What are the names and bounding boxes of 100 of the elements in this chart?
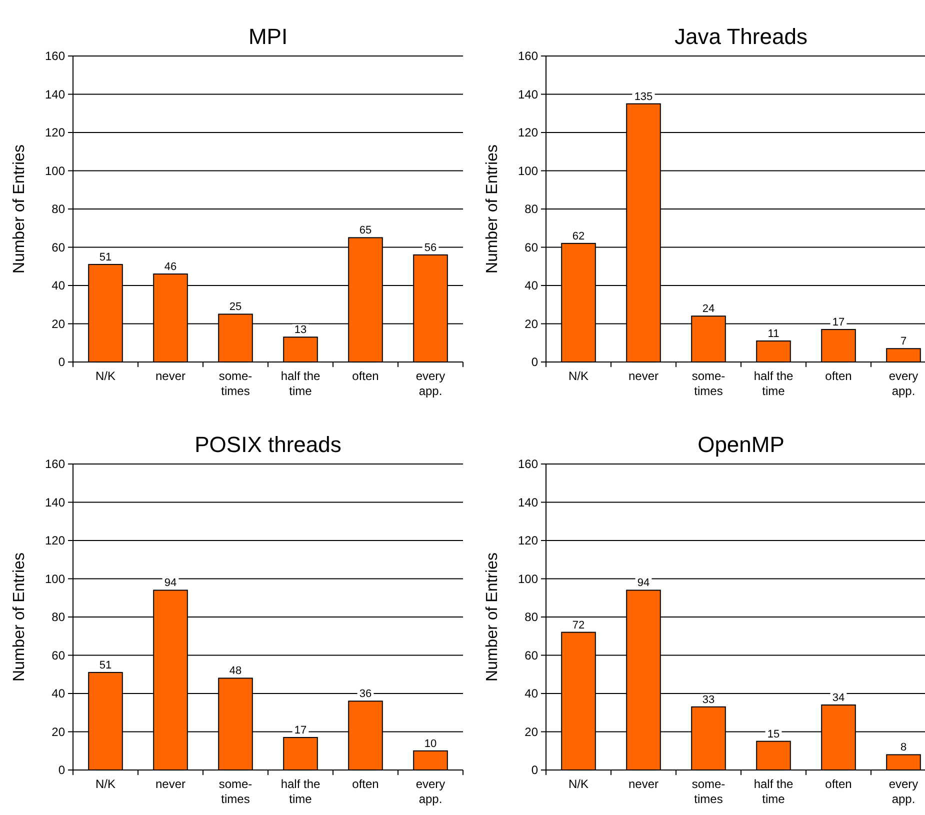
data-label: 13 (294, 324, 307, 336)
y-tick-label: 0 (531, 763, 538, 778)
x-tick-label: N/K (568, 369, 589, 383)
y-tick-label: 60 (52, 648, 66, 662)
bar (283, 336, 318, 362)
x-tick-label: every app. (888, 777, 918, 806)
y-tick-label: 160 (518, 457, 538, 472)
bar (283, 736, 318, 770)
x-tick-label: some- times (218, 777, 252, 806)
x-tick-label: half the time (280, 777, 320, 806)
y-tick-label: 100 (518, 164, 538, 178)
data-label: 51 (99, 251, 112, 264)
y-tick-label: 140 (44, 87, 66, 102)
chart-title: MPI (248, 24, 288, 49)
bar (886, 754, 921, 770)
data-label: 48 (229, 665, 242, 678)
y-tick-label: 20 (52, 724, 66, 739)
y-axis-title: Number of Entries (484, 144, 501, 274)
data-label: 36 (359, 688, 372, 700)
chart-title: POSIX threads (194, 432, 342, 457)
data-label: 33 (702, 694, 715, 706)
bar (886, 348, 921, 362)
x-tick-label: never (628, 777, 659, 791)
x-tick-label: every app. (888, 369, 918, 398)
y-tick-label: 160 (44, 49, 66, 64)
y-tick-label: 80 (524, 202, 538, 216)
y-tick-label: 120 (518, 126, 538, 140)
y-tick-label: 60 (524, 648, 538, 662)
data-label: 8 (900, 742, 907, 754)
y-tick-label: 140 (44, 495, 66, 510)
x-tick-label: half the time (754, 369, 794, 398)
y-tick-label: 160 (518, 49, 538, 64)
y-tick-label: 120 (44, 126, 66, 140)
y-tick-label: 40 (524, 278, 538, 293)
data-label: 135 (634, 90, 653, 103)
y-tick-label: 0 (531, 355, 538, 370)
y-tick-label: 80 (524, 610, 538, 624)
y-tick-label: 0 (58, 763, 66, 778)
data-label: 72 (572, 619, 585, 632)
y-tick-label: 40 (524, 686, 538, 701)
x-tick-label: never (628, 369, 659, 383)
y-tick-label: 40 (52, 278, 66, 293)
y-axis-title: Number of Entries (484, 552, 501, 682)
data-label: 34 (832, 692, 845, 704)
x-tick-label: N/K (95, 369, 116, 383)
data-label: 15 (767, 728, 780, 740)
y-axis-title: Number of Entries (11, 144, 28, 274)
x-tick-label: never (155, 777, 186, 791)
y-tick-label: 160 (44, 457, 66, 472)
y-tick-label: 140 (518, 495, 538, 510)
data-label: 62 (572, 230, 585, 242)
y-tick-label: 80 (52, 202, 66, 216)
data-label: 46 (164, 261, 177, 274)
data-label: 17 (832, 316, 845, 328)
data-label: 51 (99, 659, 112, 672)
y-tick-label: 0 (58, 355, 66, 370)
data-label: 24 (702, 303, 715, 316)
y-axis-title: Number of Entries (11, 552, 28, 682)
data-label: 56 (424, 242, 437, 254)
y-tick-label: 100 (518, 572, 538, 586)
x-tick-label: half the time (754, 777, 794, 806)
bar (821, 328, 856, 362)
y-tick-label: 40 (52, 686, 66, 701)
y-tick-label: 100 (44, 572, 66, 586)
x-tick-label: some- times (692, 369, 726, 398)
y-tick-label: 120 (518, 534, 538, 548)
data-label: 10 (424, 738, 437, 750)
data-label: 94 (637, 577, 650, 590)
x-tick-label: often (825, 369, 852, 383)
y-tick-label: 80 (52, 610, 66, 624)
x-tick-label: N/K (95, 777, 116, 791)
x-tick-label: half the time (280, 369, 320, 398)
data-label: 17 (294, 724, 307, 736)
x-tick-label: never (155, 369, 186, 383)
bar (413, 750, 448, 770)
x-tick-label: often (352, 369, 379, 383)
data-label: 94 (164, 577, 177, 590)
x-tick-label: every app. (416, 369, 446, 398)
x-tick-label: some- times (218, 369, 252, 398)
chart-title: Java Threads (674, 24, 808, 49)
data-label: 65 (359, 224, 372, 237)
y-tick-label: 20 (52, 316, 66, 331)
data-label: 25 (229, 301, 242, 314)
x-tick-label: some- times (692, 777, 726, 806)
data-label: 11 (768, 328, 780, 340)
x-tick-label: often (352, 777, 379, 791)
y-tick-label: 60 (524, 240, 538, 254)
y-tick-label: 20 (524, 724, 538, 739)
bar (756, 340, 791, 362)
y-tick-label: 60 (52, 240, 66, 254)
bar (756, 740, 791, 770)
y-tick-label: 20 (524, 316, 538, 331)
y-tick-label: 140 (518, 87, 538, 102)
x-tick-label: every app. (416, 777, 446, 806)
data-label: 7 (900, 336, 907, 348)
chart-title: OpenMP (698, 432, 784, 457)
y-tick-label: 100 (44, 164, 66, 178)
y-tick-label: 120 (44, 534, 66, 548)
x-tick-label: often (825, 777, 852, 791)
x-tick-label: N/K (568, 777, 589, 791)
